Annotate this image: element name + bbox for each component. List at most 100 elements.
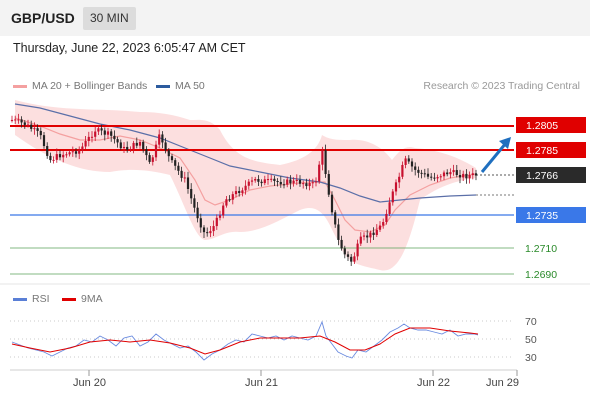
- timeframe-button[interactable]: 30 MIN: [83, 7, 136, 30]
- candle-body: [167, 150, 170, 157]
- candle-body: [145, 149, 148, 156]
- candle-body: [314, 181, 318, 183]
- level-label-2: 1.2785: [516, 142, 586, 158]
- candle-body: [471, 173, 474, 176]
- candle-body: [94, 131, 97, 137]
- candle-body: [106, 131, 110, 135]
- candle-body: [273, 178, 276, 182]
- chart-header: GBP/USD 30 MIN: [0, 0, 590, 36]
- legend-rsi: RSI: [13, 293, 50, 305]
- rsi-ma-line: [11, 327, 479, 355]
- candle-body: [206, 232, 209, 234]
- candle-body: [318, 164, 321, 182]
- candle-body: [231, 194, 234, 200]
- candle-body: [394, 182, 398, 192]
- candle-body: [446, 172, 449, 175]
- candle-body: [263, 179, 266, 184]
- ma20-line: [14, 117, 477, 233]
- svg-text:1.2785: 1.2785: [526, 145, 558, 157]
- candle-body: [410, 161, 414, 167]
- candle-body: [180, 170, 183, 178]
- candle-body: [279, 181, 282, 185]
- candle-body: [474, 173, 478, 176]
- rsi-tick-30: 30: [525, 352, 537, 364]
- candle-body: [257, 179, 260, 182]
- candle-body: [81, 146, 84, 151]
- candle-body: [209, 231, 212, 234]
- candle-body: [158, 134, 161, 145]
- candle-body: [151, 157, 154, 162]
- candle-body: [177, 165, 180, 171]
- timestamp: Thursday, June 22, 2023 6:05:47 AM CET: [13, 41, 246, 55]
- candle-body: [183, 177, 186, 179]
- candle-body: [353, 256, 356, 262]
- candle-body: [305, 183, 308, 187]
- credit-text: Research © 2023 Trading Central: [423, 80, 580, 92]
- candle-body: [426, 173, 430, 177]
- candle-body: [244, 185, 247, 191]
- candle-body: [36, 128, 39, 131]
- candle-body: [465, 173, 468, 179]
- candle-body: [286, 179, 289, 185]
- candle-body: [359, 236, 362, 244]
- candle-body: [356, 243, 359, 257]
- candle-body: [126, 146, 129, 150]
- candle-body: [247, 181, 250, 186]
- symbol-title: GBP/USD: [11, 10, 75, 26]
- candle-body: [17, 119, 20, 121]
- candle-body: [308, 182, 311, 187]
- level-label-support: 1.2735: [516, 207, 586, 223]
- candle-body: [26, 124, 30, 126]
- candle-body: [254, 179, 257, 181]
- candle-body: [241, 190, 244, 193]
- candle-body: [46, 146, 49, 156]
- candle-body: [340, 239, 343, 249]
- candle-body: [199, 218, 202, 228]
- candle-body: [49, 155, 52, 161]
- candle-body: [449, 172, 452, 175]
- candle-body: [414, 166, 417, 170]
- candle-body: [193, 198, 196, 208]
- candle-body: [119, 142, 122, 149]
- level-label-1: 1.2805: [516, 117, 586, 133]
- legend-ma50: MA 50: [156, 80, 205, 92]
- candle-body: [433, 177, 436, 179]
- rsi-tick-70: 70: [525, 316, 537, 328]
- candle-body: [289, 179, 292, 184]
- x-label-3: Jun 22: [417, 377, 450, 389]
- candle-body: [202, 227, 206, 233]
- candle-body: [372, 232, 375, 235]
- candle-body: [362, 235, 366, 237]
- ma50-line: [14, 103, 477, 203]
- candle-body: [225, 199, 228, 206]
- target-label-1: 1.2710: [525, 243, 557, 255]
- candle-body: [164, 142, 167, 151]
- candle-body: [135, 142, 138, 146]
- candle-body: [174, 160, 177, 166]
- candle-body: [100, 128, 103, 131]
- candle-body: [148, 155, 151, 162]
- candle-body: [346, 254, 350, 257]
- candle-body: [14, 119, 17, 121]
- candle-body: [186, 177, 190, 189]
- candle-body: [375, 229, 378, 235]
- candle-body: [337, 224, 340, 240]
- candle-body: [103, 130, 106, 135]
- candle-body: [87, 136, 90, 141]
- candle-body: [71, 151, 74, 153]
- candle-body: [238, 191, 241, 193]
- candle-body: [439, 176, 442, 178]
- candle-body: [295, 179, 298, 181]
- candle-body: [321, 150, 324, 165]
- candle-body: [350, 256, 353, 262]
- candle-body: [327, 174, 330, 195]
- candle-body: [170, 156, 174, 161]
- candle-body: [62, 154, 65, 158]
- ma20-swatch: [13, 84, 27, 88]
- candle-body: [458, 175, 462, 178]
- candle-body: [228, 199, 231, 201]
- candle-body: [212, 226, 215, 232]
- candle-body: [58, 154, 62, 158]
- candle-body: [420, 172, 423, 174]
